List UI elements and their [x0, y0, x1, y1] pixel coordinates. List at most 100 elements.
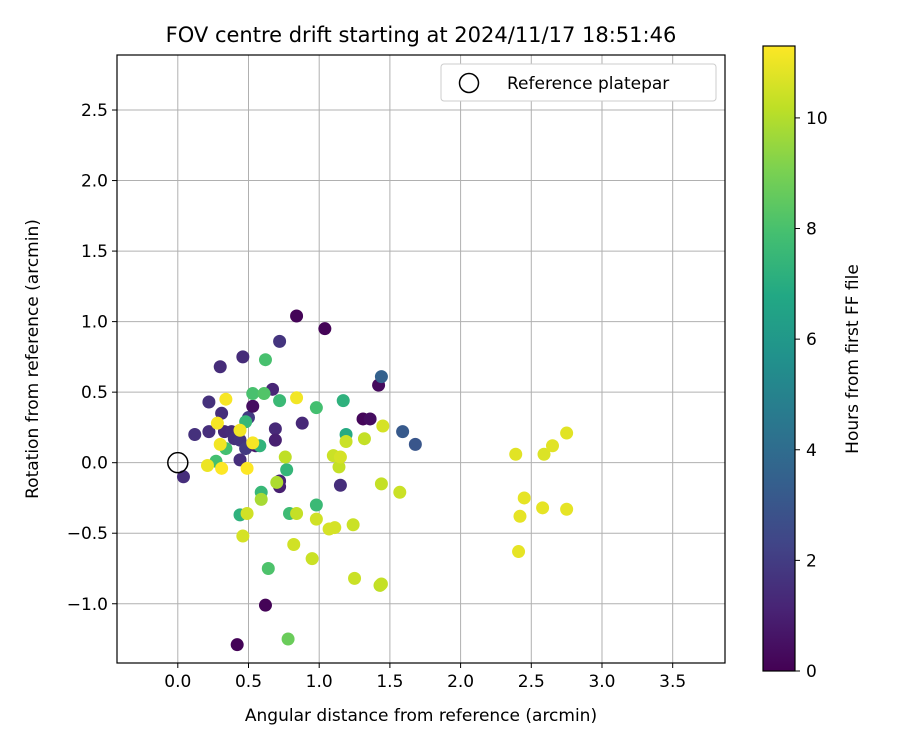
y-tick-label: 2.5 [81, 101, 108, 121]
data-point [230, 638, 244, 652]
data-point [333, 450, 347, 464]
legend-reference-marker [458, 72, 480, 94]
colorbar-tick-label: 8 [806, 220, 817, 240]
data-point [393, 485, 407, 499]
colorbar-label: Hours from first FF file [843, 264, 863, 454]
data-point [188, 427, 202, 441]
x-tick-label: 2.5 [518, 672, 545, 692]
data-point [240, 461, 254, 475]
data-point [270, 475, 284, 489]
data-point [233, 423, 247, 437]
data-point [374, 577, 388, 591]
data-point [281, 632, 295, 646]
data-point [236, 529, 250, 543]
data-point [513, 509, 527, 523]
data-point [273, 394, 287, 408]
colorbar-tick-label: 2 [806, 551, 817, 571]
data-point [363, 412, 377, 426]
y-tick-label: −0.5 [67, 524, 108, 544]
x-tick-label: 0.5 [235, 672, 262, 692]
colorbar-gradient [762, 45, 796, 672]
data-point [560, 426, 574, 440]
x-tick-label: 3.0 [588, 672, 615, 692]
data-point [215, 461, 229, 475]
legend-box [440, 63, 717, 102]
data-point [268, 433, 282, 447]
data-point [374, 370, 388, 384]
data-point [309, 498, 323, 512]
data-point [268, 422, 282, 436]
data-point [408, 437, 422, 451]
y-axis-label: Rotation from reference (arcmin) [23, 219, 43, 499]
data-point [309, 401, 323, 415]
data-points [167, 309, 574, 652]
colorbar-tick-label: 4 [806, 441, 817, 461]
data-point [257, 387, 271, 401]
y-tick-label: 0.0 [81, 454, 108, 474]
grid-lines [117, 55, 725, 663]
data-point [357, 432, 371, 446]
legend-entry-reference: Reference platepar [507, 74, 669, 94]
data-point [328, 521, 342, 535]
y-tick-label: 0.5 [81, 383, 108, 403]
data-point [246, 436, 260, 450]
plot-area-frame [116, 54, 726, 664]
data-point [290, 309, 304, 323]
x-tick-label: 1.5 [376, 672, 403, 692]
y-tick-label: −1.0 [67, 595, 108, 615]
data-point [202, 425, 216, 439]
data-point [333, 478, 347, 492]
x-tick-label: 2.0 [447, 672, 474, 692]
data-point [240, 506, 254, 520]
data-point [254, 492, 268, 506]
data-point [278, 450, 292, 464]
data-point [309, 512, 323, 526]
colorbar-tick-label: 6 [806, 330, 817, 350]
data-point [517, 491, 531, 505]
colorbar-ticks: 0 2 4 6 8 10 [795, 109, 828, 682]
colorbar-tick-label: 10 [806, 109, 828, 129]
data-point [200, 459, 214, 473]
reference-platepar-marker [167, 451, 189, 474]
data-point [318, 322, 332, 336]
data-point [287, 538, 301, 552]
x-tick-label: 3.5 [659, 672, 686, 692]
data-point [374, 477, 388, 491]
data-point [536, 501, 550, 515]
data-point [236, 350, 250, 364]
data-point [537, 447, 551, 461]
data-point [396, 425, 410, 439]
data-point [295, 416, 309, 430]
data-point [273, 334, 287, 348]
data-point [346, 518, 360, 532]
x-axis-label: Angular distance from reference (arcmin) [245, 706, 597, 726]
y-tick-label: 1.5 [81, 242, 108, 262]
data-point [512, 545, 526, 559]
data-point [246, 399, 260, 413]
data-point [258, 598, 272, 612]
data-point [560, 502, 574, 516]
data-point [376, 419, 390, 433]
data-point [215, 406, 229, 420]
data-point [261, 561, 275, 575]
y-tick-label: 1.0 [81, 313, 108, 333]
data-point [305, 552, 319, 566]
data-point [290, 506, 304, 520]
data-point [213, 437, 227, 451]
colorbar: 0 2 4 6 8 10 Hours from first FF file [762, 45, 863, 682]
colorbar-tick-label: 0 [806, 662, 817, 682]
y-tick-label: 2.0 [81, 172, 108, 192]
data-point [213, 360, 227, 374]
data-point [210, 416, 224, 430]
data-point [509, 447, 523, 461]
data-point [348, 571, 362, 585]
x-axis-ticks: 0.0 0.5 1.0 1.5 2.0 2.5 3.0 3.5 [164, 663, 686, 692]
data-point [202, 395, 216, 409]
data-point [336, 394, 350, 408]
data-point [258, 353, 272, 367]
data-point [219, 392, 233, 406]
data-point [332, 460, 346, 474]
legend: Reference platepar [440, 63, 717, 102]
x-tick-label: 0.0 [164, 672, 191, 692]
